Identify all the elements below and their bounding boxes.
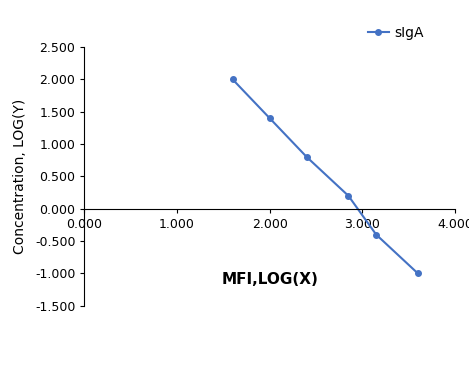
sIgA [304,155,310,160]
X-axis label: MFI,LOG(X): MFI,LOG(X) [221,272,318,287]
sIgA [230,77,235,82]
Legend: sIgA: sIgA [363,20,430,45]
sIgA [373,232,379,237]
sIgA [346,194,351,198]
Y-axis label: Concentration, LOG(Y): Concentration, LOG(Y) [13,99,27,254]
Line: sIgA: sIgA [230,76,421,276]
sIgA [267,116,272,121]
sIgA [415,271,421,276]
